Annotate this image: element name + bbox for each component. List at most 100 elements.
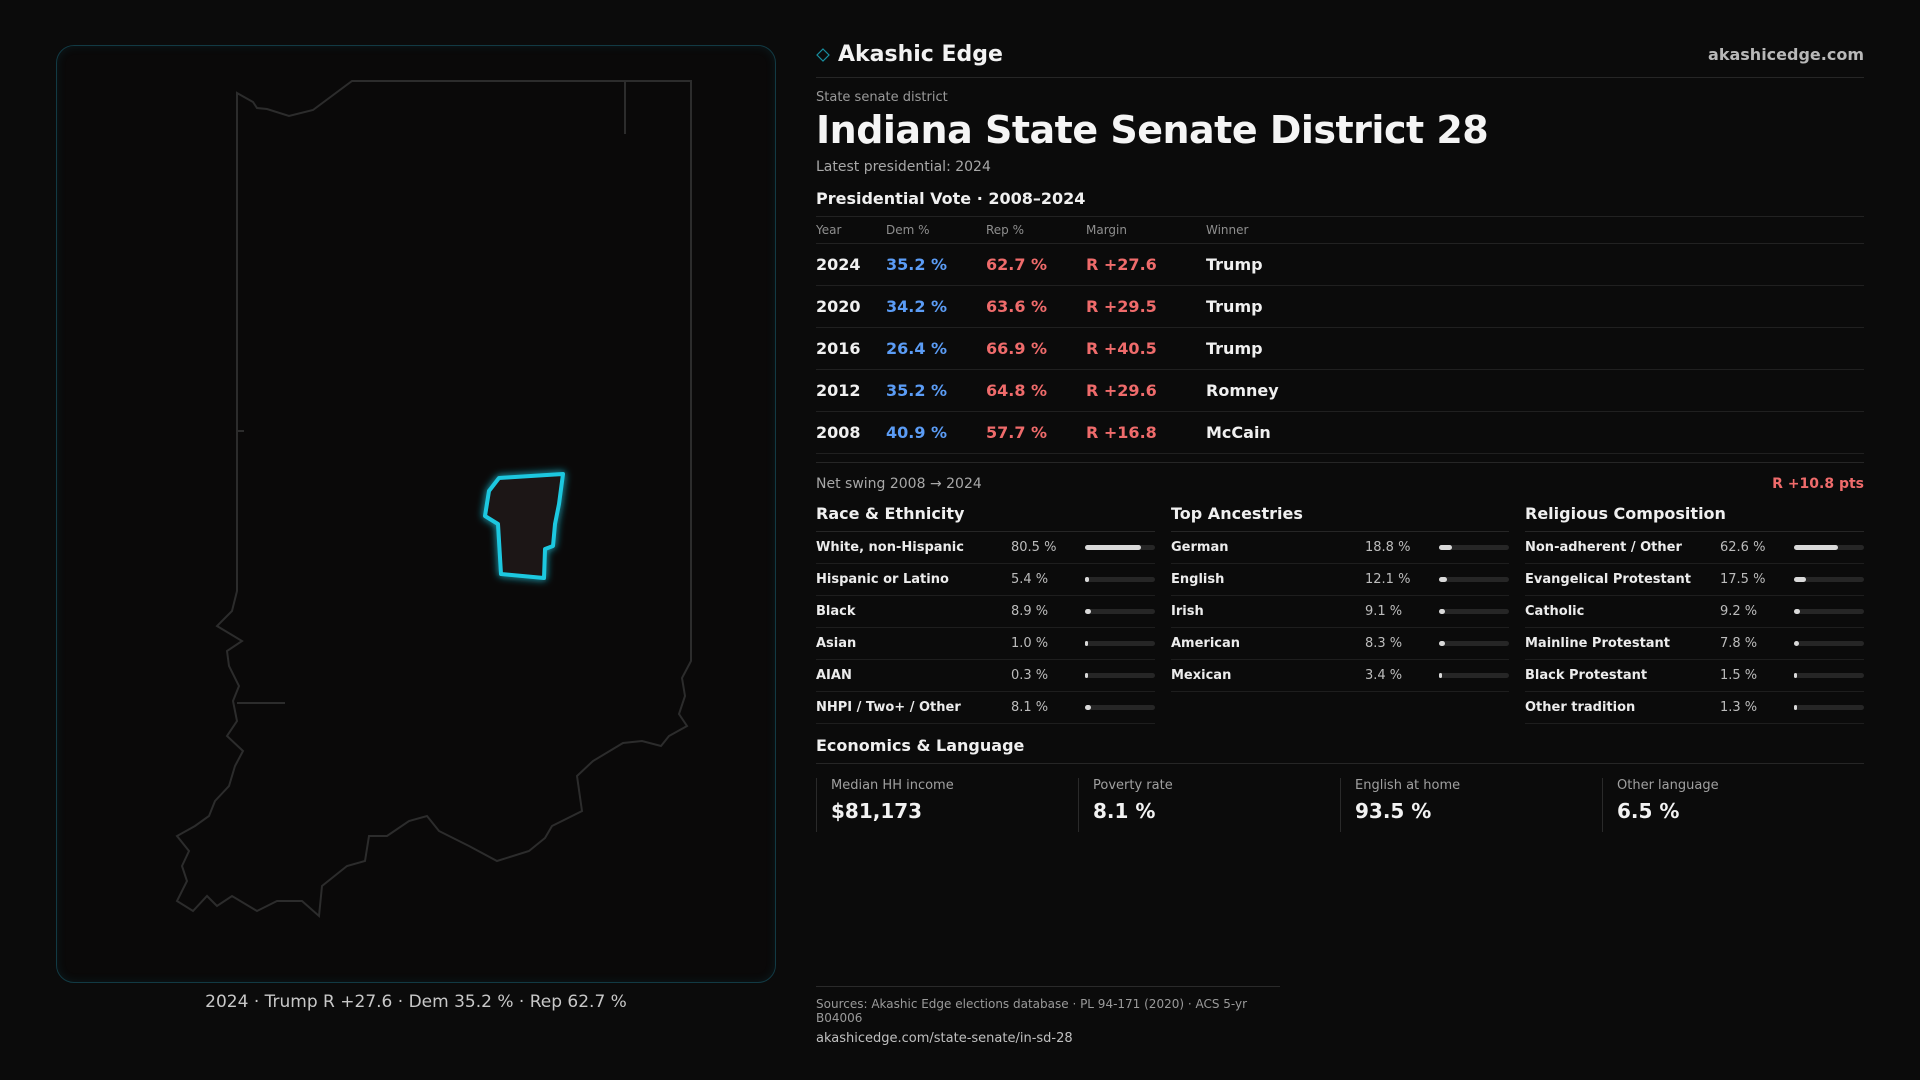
econ-label: English at home bbox=[1355, 778, 1461, 793]
margin-cell: R +16.8 bbox=[1086, 411, 1206, 454]
demo-pct: 5.4 % bbox=[1011, 572, 1049, 587]
demo-label: English bbox=[1171, 572, 1225, 587]
share-bar-fill bbox=[1794, 609, 1801, 614]
demo-label: Mainline Protestant bbox=[1525, 636, 1671, 651]
net-swing: Net swing 2008 → 2024 R +10.8 pts bbox=[816, 462, 1864, 496]
winner-cell: Trump bbox=[1206, 243, 1864, 286]
share-bar-fill bbox=[1439, 673, 1442, 678]
share-bar-fill bbox=[1794, 705, 1797, 710]
share-bar bbox=[1794, 641, 1864, 646]
demo-pct: 1.0 % bbox=[1011, 636, 1049, 651]
share-bar bbox=[1439, 673, 1509, 678]
list-item: NHPI / Two+ / Other 8.1 % bbox=[816, 692, 1155, 724]
share-bar-fill bbox=[1794, 641, 1800, 646]
econ-card-english: English at home 93.5 % bbox=[1340, 778, 1602, 832]
share-bar-fill bbox=[1439, 609, 1446, 614]
list-item: Asian 1.0 % bbox=[816, 628, 1155, 660]
table-row: 2016 26.4 % 66.9 % R +40.5 Trump bbox=[816, 327, 1864, 370]
demo-label: Asian bbox=[816, 636, 857, 651]
dem-cell: 34.2 % bbox=[886, 285, 986, 328]
share-bar bbox=[1439, 577, 1509, 582]
list-item: American 8.3 % bbox=[1171, 628, 1509, 660]
votes-section-title: Presidential Vote · 2008–2024 bbox=[816, 189, 1086, 208]
list-item: Other tradition 1.3 % bbox=[1525, 692, 1864, 724]
list-item: Black Protestant 1.5 % bbox=[1525, 660, 1864, 692]
econ-value: 8.1 % bbox=[1093, 799, 1156, 823]
brand[interactable]: Akashic Edge bbox=[816, 42, 1003, 67]
rep-cell: 57.7 % bbox=[986, 411, 1086, 454]
list-item: Black 8.9 % bbox=[816, 596, 1155, 628]
list-item: German 18.8 % bbox=[1171, 532, 1509, 564]
demo-pct: 3.4 % bbox=[1365, 668, 1403, 683]
demo-pct: 9.2 % bbox=[1720, 604, 1758, 619]
table-header-row: Year Dem % Rep % Margin Winner bbox=[816, 216, 1864, 244]
year-cell: 2008 bbox=[816, 411, 886, 454]
winner-cell: McCain bbox=[1206, 411, 1864, 454]
district-map[interactable] bbox=[56, 45, 776, 983]
winner-cell: Trump bbox=[1206, 285, 1864, 328]
share-bar-fill bbox=[1794, 577, 1807, 582]
district-28-shape[interactable] bbox=[483, 472, 565, 580]
list-item: English 12.1 % bbox=[1171, 564, 1509, 596]
demo-label: White, non-Hispanic bbox=[816, 540, 964, 555]
share-bar bbox=[1794, 673, 1864, 678]
share-bar-fill bbox=[1085, 673, 1088, 678]
demo-pct: 12.1 % bbox=[1365, 572, 1411, 587]
year-cell: 2024 bbox=[816, 243, 886, 286]
ancestry-title: Top Ancestries bbox=[1171, 504, 1509, 532]
demo-pct: 9.1 % bbox=[1365, 604, 1403, 619]
sources-url[interactable]: akashicedge.com/state-senate/in-sd-28 bbox=[816, 1031, 1073, 1046]
list-item: Irish 9.1 % bbox=[1171, 596, 1509, 628]
rep-cell: 62.7 % bbox=[986, 243, 1086, 286]
demo-pct: 8.3 % bbox=[1365, 636, 1403, 651]
share-bar-fill bbox=[1439, 545, 1453, 550]
demo-label: Black bbox=[816, 604, 856, 619]
share-bar-fill bbox=[1794, 673, 1797, 678]
religion-title: Religious Composition bbox=[1525, 504, 1864, 532]
dem-cell: 26.4 % bbox=[886, 327, 986, 370]
share-bar-fill bbox=[1439, 577, 1448, 582]
margin-cell: R +27.6 bbox=[1086, 243, 1206, 286]
rep-cell: 66.9 % bbox=[986, 327, 1086, 370]
race-title: Race & Ethnicity bbox=[816, 504, 1155, 532]
col-rep: Rep % bbox=[986, 216, 1086, 244]
demo-label: German bbox=[1171, 540, 1229, 555]
diamond-icon bbox=[816, 47, 830, 62]
share-bar-fill bbox=[1439, 641, 1445, 646]
share-bar bbox=[1085, 673, 1155, 678]
demo-pct: 18.8 % bbox=[1365, 540, 1411, 555]
share-bar bbox=[1794, 545, 1864, 550]
share-bar bbox=[1085, 577, 1155, 582]
demo-label: Mexican bbox=[1171, 668, 1232, 683]
demo-label: Non-adherent / Other bbox=[1525, 540, 1682, 555]
economics-cards: Median HH income $81,173 Poverty rate 8.… bbox=[816, 778, 1864, 832]
brand-header: Akashic Edge akashicedge.com bbox=[816, 40, 1864, 78]
share-bar bbox=[1085, 641, 1155, 646]
demo-label: NHPI / Two+ / Other bbox=[816, 700, 961, 715]
state-outline bbox=[175, 80, 692, 919]
year-cell: 2020 bbox=[816, 285, 886, 328]
list-item: Mainline Protestant 7.8 % bbox=[1525, 628, 1864, 660]
brand-url[interactable]: akashicedge.com bbox=[1708, 45, 1864, 64]
econ-label: Poverty rate bbox=[1093, 778, 1173, 793]
table-row: 2012 35.2 % 64.8 % R +29.6 Romney bbox=[816, 369, 1864, 412]
table-row: 2008 40.9 % 57.7 % R +16.8 McCain bbox=[816, 411, 1864, 454]
margin-cell: R +40.5 bbox=[1086, 327, 1206, 370]
dem-cell: 40.9 % bbox=[886, 411, 986, 454]
winner-cell: Trump bbox=[1206, 327, 1864, 370]
demo-pct: 1.5 % bbox=[1720, 668, 1758, 683]
map-caption: 2024 · Trump R +27.6 · Dem 35.2 % · Rep … bbox=[205, 992, 627, 1012]
demo-label: Other tradition bbox=[1525, 700, 1636, 715]
year-cell: 2012 bbox=[816, 369, 886, 412]
demo-label: Black Protestant bbox=[1525, 668, 1648, 683]
col-winner: Winner bbox=[1206, 216, 1864, 244]
list-item: AIAN 0.3 % bbox=[816, 660, 1155, 692]
page-title: Indiana State Senate District 28 bbox=[816, 108, 1489, 152]
table-row: 2024 35.2 % 62.7 % R +27.6 Trump bbox=[816, 243, 1864, 286]
share-bar bbox=[1085, 609, 1155, 614]
margin-cell: R +29.5 bbox=[1086, 285, 1206, 328]
sources: Sources: Akashic Edge elections database… bbox=[816, 986, 1280, 1046]
net-swing-value: R +10.8 pts bbox=[1772, 475, 1864, 492]
demographics: Race & Ethnicity White, non-Hispanic 80.5… bbox=[816, 504, 1864, 724]
demo-pct: 8.9 % bbox=[1011, 604, 1049, 619]
